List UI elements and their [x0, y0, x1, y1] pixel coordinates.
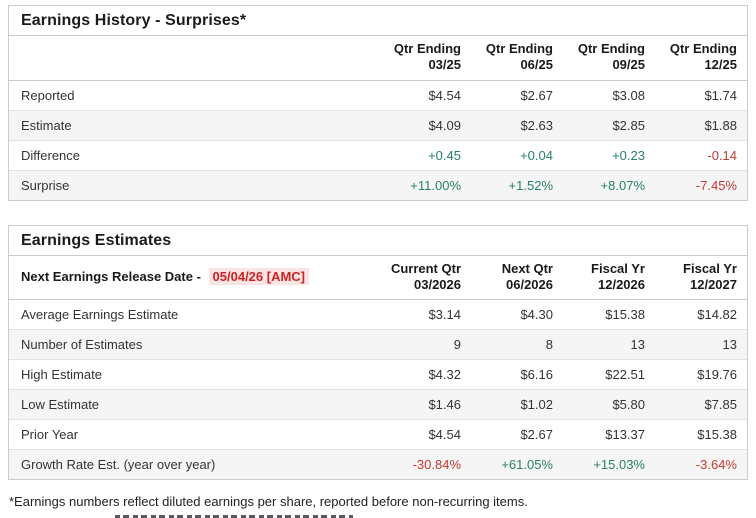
- column-header-line1: Fiscal Yr: [591, 260, 645, 276]
- value-cell: $5.80: [563, 389, 655, 420]
- value-cell: $1.74: [655, 80, 747, 111]
- value-cell: -3.64%: [695, 457, 737, 472]
- table-row: Surprise +11.00% +1.52% +8.07% -7.45%: [9, 170, 747, 200]
- value-cell: 13: [655, 329, 747, 360]
- next-earnings-release-date: 05/04/26 [AMC]: [208, 267, 310, 285]
- column-header-line2: 12/25: [704, 57, 737, 73]
- column-header-line2: 12/2027: [690, 276, 737, 292]
- value-cell: +1.52%: [508, 177, 553, 193]
- table-row: Growth Rate Est. (year over year) -30.84%…: [9, 449, 747, 479]
- earnings-history-table: Qtr Ending 03/25 Qtr Ending 06/25 Qtr Ending…: [9, 36, 747, 200]
- value-cell: $2.63: [471, 110, 563, 141]
- earnings-estimates-card: Earnings Estimates Next Earnings Release…: [8, 224, 748, 480]
- value-cell: -30.84%: [412, 457, 461, 472]
- value-cell: +61.05%: [501, 457, 553, 472]
- column-header-line2: 12/2026: [598, 276, 645, 292]
- value-cell: +11.00%: [410, 177, 461, 193]
- column-header: Qtr Ending 03/25: [379, 36, 471, 81]
- value-cell: $22.51: [563, 359, 655, 390]
- empty-header-cell: [9, 36, 379, 81]
- column-header-line1: Qtr Ending: [485, 41, 553, 56]
- value-cell: $4.54: [379, 80, 471, 111]
- value-cell: $2.67: [471, 80, 563, 111]
- row-label: Difference: [9, 140, 379, 171]
- column-header-line1: Qtr Ending: [577, 41, 645, 56]
- value-cell: $13.37: [563, 419, 655, 450]
- column-header-line2: 03/25: [428, 57, 461, 73]
- row-label: Prior Year: [9, 419, 379, 450]
- value-cell: $4.32: [379, 359, 471, 390]
- row-label: Number of Estimates: [9, 329, 379, 360]
- value-cell: -7.45%: [695, 177, 737, 193]
- value-cell: $7.85: [655, 389, 747, 420]
- row-label: Average Earnings Estimate: [9, 299, 379, 330]
- value-cell: $1.46: [379, 389, 471, 420]
- column-header-line1: Qtr Ending: [393, 41, 461, 56]
- value-cell: $4.54: [379, 419, 471, 450]
- value-cell: +0.04: [471, 140, 563, 171]
- table-row: Number of Estimates 9 8 13 13: [9, 329, 747, 360]
- column-header: Next Qtr 06/2026: [471, 255, 563, 300]
- next-earnings-release-cell: Next Earnings Release Date - 05/04/26 [A…: [9, 255, 379, 300]
- earnings-history-card: Earnings History - Surprises* Qtr Ending…: [8, 5, 748, 201]
- table-row: High Estimate $4.32 $6.16 $22.51 $19.76: [9, 359, 747, 390]
- value-cell: +8.07%: [600, 177, 645, 193]
- value-cell: 13: [563, 329, 655, 360]
- column-header: Fiscal Yr 12/2027: [655, 255, 747, 300]
- column-header-line1: Fiscal Yr: [683, 260, 737, 276]
- row-label: Surprise: [21, 177, 70, 193]
- column-header-line2: 03/2026: [414, 276, 461, 292]
- column-header: Qtr Ending 06/25: [471, 36, 563, 81]
- earnings-estimates-table: Next Earnings Release Date - 05/04/26 [A…: [9, 255, 747, 479]
- table-row: Difference +0.45 +0.04 +0.23 -0.14: [9, 140, 747, 171]
- row-label: Estimate: [9, 110, 379, 141]
- column-header-line1: Qtr Ending: [669, 41, 737, 56]
- earnings-history-header-row: Qtr Ending 03/25 Qtr Ending 06/25 Qtr Ending…: [9, 36, 747, 81]
- column-header: Qtr Ending 12/25: [655, 36, 747, 81]
- value-cell: $1.88: [655, 110, 747, 141]
- earnings-estimates-header-row: Next Earnings Release Date - 05/04/26 [A…: [9, 255, 747, 300]
- row-label: Reported: [9, 80, 379, 111]
- row-label: Growth Rate Est. (year over year): [21, 457, 216, 472]
- value-cell: 8: [471, 329, 563, 360]
- earnings-history-title: Earnings History - Surprises*: [9, 6, 747, 36]
- value-cell: $2.85: [563, 110, 655, 141]
- row-label: Low Estimate: [9, 389, 379, 420]
- table-row: Prior Year $4.54 $2.67 $13.37 $15.38: [9, 419, 747, 450]
- column-header-line2: 06/2026: [506, 276, 553, 292]
- column-header: Current Qtr 03/2026: [379, 255, 471, 300]
- column-header: Qtr Ending 09/25: [563, 36, 655, 81]
- value-cell: 9: [379, 329, 471, 360]
- value-cell: $15.38: [655, 419, 747, 450]
- value-cell: $4.30: [471, 299, 563, 330]
- value-cell: $14.82: [655, 299, 747, 330]
- next-earnings-release-label: Next Earnings Release Date -: [21, 268, 201, 284]
- earnings-estimates-title: Earnings Estimates: [9, 226, 747, 256]
- value-cell: $4.09: [379, 110, 471, 141]
- value-cell: $3.08: [563, 80, 655, 111]
- value-cell: $2.67: [471, 419, 563, 450]
- table-row: Average Earnings Estimate $3.14 $4.30 $15.3…: [9, 299, 747, 330]
- value-cell: $19.76: [655, 359, 747, 390]
- column-header-line2: 06/25: [520, 57, 553, 73]
- value-cell: $15.38: [563, 299, 655, 330]
- earnings-footnote: *Earnings numbers reflect diluted earnin…: [9, 494, 528, 509]
- value-cell: $1.02: [471, 389, 563, 420]
- value-cell: +0.23: [563, 140, 655, 171]
- column-header: Fiscal Yr 12/2026: [563, 255, 655, 300]
- column-header-line1: Current Qtr: [390, 260, 461, 276]
- value-cell: $6.16: [471, 359, 563, 390]
- table-row: Estimate $4.09 $2.63 $2.85 $1.88: [9, 110, 747, 141]
- row-label: High Estimate: [9, 359, 379, 390]
- value-cell: +0.45: [379, 140, 471, 171]
- column-header-line1: Next Qtr: [501, 260, 553, 276]
- value-cell: +15.03%: [593, 457, 645, 472]
- table-row: Reported $4.54 $2.67 $3.08 $1.74: [9, 80, 747, 111]
- value-cell: $3.14: [379, 299, 471, 330]
- column-header-line2: 09/25: [612, 57, 645, 73]
- table-row: Low Estimate $1.46 $1.02 $5.80 $7.85: [9, 389, 747, 420]
- value-cell: -0.14: [655, 140, 747, 171]
